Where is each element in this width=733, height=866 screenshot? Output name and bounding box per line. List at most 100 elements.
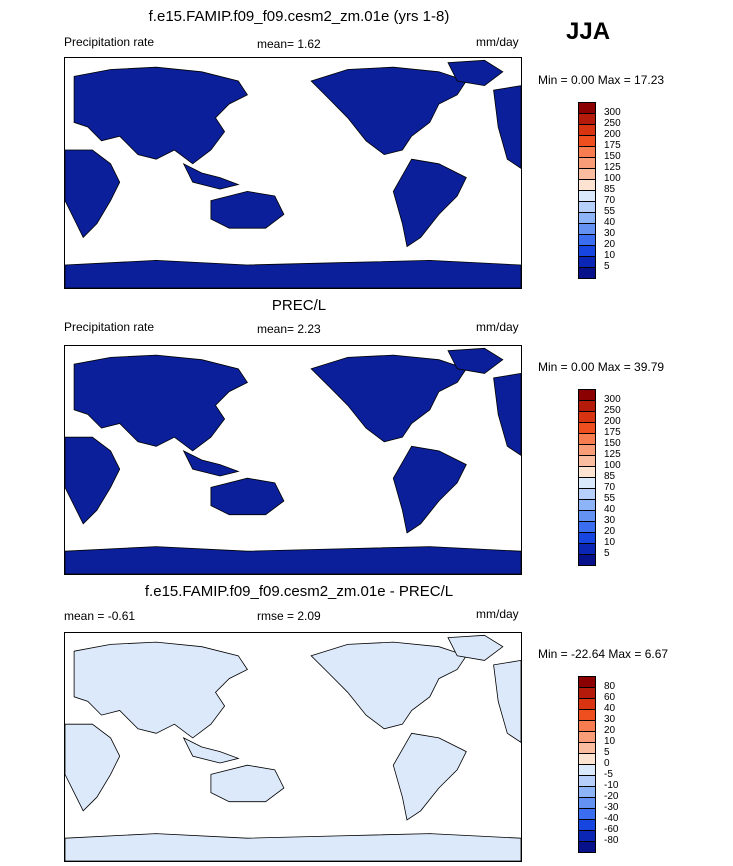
colorbar-tick-label: 5 — [604, 747, 610, 758]
colorbar-tick-label: 20 — [604, 239, 616, 250]
colorbar-tick-label: 10 — [604, 736, 616, 747]
panel3-units: mm/day — [476, 607, 519, 621]
land-region — [65, 833, 521, 861]
colorbar-tick-label: 200 — [604, 129, 621, 140]
land-region — [65, 546, 521, 574]
land-region — [493, 659, 521, 743]
colorbar-tick-label: 60 — [604, 692, 616, 703]
colorbar-tick-label: 80 — [604, 681, 616, 692]
colorbar-box — [578, 267, 596, 279]
colorbar-tick-label: 40 — [604, 217, 616, 228]
colorbar-tick-label: 300 — [604, 107, 621, 118]
colorbar-tick-label: 125 — [604, 162, 621, 173]
colorbar-tick-label: -5 — [604, 769, 613, 780]
land-region — [447, 59, 504, 87]
land-region — [310, 354, 467, 443]
panel3-land — [65, 634, 521, 861]
land-region — [493, 372, 521, 456]
land-region — [447, 347, 504, 374]
panel2-title: PREC/L — [271, 297, 327, 314]
land-region — [310, 66, 467, 156]
colorbar-tick-label: 55 — [604, 493, 616, 504]
panel1-mean: mean= 1.62 — [257, 37, 321, 51]
land-region — [65, 436, 121, 525]
colorbar-tick-label: 10 — [604, 250, 616, 261]
colorbar-tick-label: 85 — [604, 471, 616, 482]
land-region — [210, 764, 285, 803]
panel1-units: mm/day — [476, 35, 519, 49]
land-region — [73, 66, 248, 165]
colorbar-tick-label: 300 — [604, 394, 621, 405]
land-region — [392, 732, 467, 821]
panel3-title: f.e15.FAMIP.f09_f09.cesm2_zm.01e - PREC/… — [144, 583, 454, 600]
panel2-map — [64, 345, 522, 575]
panel1-map — [64, 57, 522, 289]
colorbar-tick-label: 20 — [604, 526, 616, 537]
colorbar-tick-label: 40 — [604, 703, 616, 714]
panel1-map-svg — [65, 59, 521, 288]
colorbar-tick-label: 70 — [604, 195, 616, 206]
colorbar-tick-label: 30 — [604, 228, 616, 239]
land-region — [182, 450, 240, 477]
land-region — [210, 190, 285, 229]
panel2-land — [65, 347, 521, 574]
colorbar-tick-label: 175 — [604, 427, 621, 438]
season-label: JJA — [566, 18, 611, 45]
colorbar-tick-label: 5 — [604, 261, 610, 272]
colorbar-tick-label: 55 — [604, 206, 616, 217]
panel2-map-svg — [65, 347, 521, 574]
panel1-title: f.e15.FAMIP.f09_f09.cesm2_zm.01e (yrs 1-… — [148, 8, 450, 25]
colorbar-tick-label: 70 — [604, 482, 616, 493]
panel1-minmax: Min = 0.00 Max = 17.23 — [538, 73, 665, 87]
colorbar-tick-label: 20 — [604, 725, 616, 736]
land-region — [65, 723, 121, 812]
panel1-land — [65, 59, 521, 288]
land-region — [65, 259, 521, 288]
land-region — [182, 162, 240, 190]
colorbar-tick-label: 150 — [604, 151, 621, 162]
land-region — [73, 354, 248, 452]
colorbar-box — [578, 841, 596, 853]
land-region — [210, 477, 285, 516]
panel2-variable-label: Precipitation rate — [64, 320, 155, 334]
colorbar-tick-label: 30 — [604, 515, 616, 526]
colorbar-tick-label: -30 — [604, 802, 619, 813]
panel1-variable-label: Precipitation rate — [64, 35, 155, 49]
land-region — [392, 445, 467, 534]
colorbar-box — [578, 554, 596, 566]
colorbar-tick-label: 200 — [604, 416, 621, 427]
panel2-units: mm/day — [476, 320, 519, 334]
land-region — [182, 737, 240, 764]
colorbar-tick-label: 100 — [604, 460, 621, 471]
land-region — [73, 641, 248, 739]
panel3-map-svg — [65, 634, 521, 861]
colorbar-tick-label: 125 — [604, 449, 621, 460]
colorbar-tick-label: -60 — [604, 824, 619, 835]
colorbar-tick-label: 10 — [604, 537, 616, 548]
colorbar-tick-label: -20 — [604, 791, 619, 802]
colorbar-tick-label: -10 — [604, 780, 619, 791]
colorbar-tick-label: 30 — [604, 714, 616, 725]
colorbar-tick-label: 250 — [604, 405, 621, 416]
colorbar-tick-label: 175 — [604, 140, 621, 151]
panel2-minmax: Min = 0.00 Max = 39.79 — [538, 360, 665, 374]
colorbar-tick-label: 5 — [604, 548, 610, 559]
panel3-rmse: rmse = 2.09 — [257, 609, 321, 623]
colorbar-tick-label: 250 — [604, 118, 621, 129]
land-region — [392, 158, 467, 248]
land-region — [493, 85, 521, 169]
colorbar-tick-label: -80 — [604, 835, 619, 846]
colorbar-tick-label: 40 — [604, 504, 616, 515]
panel3-map — [64, 632, 522, 862]
land-region — [447, 634, 504, 661]
panel2-mean: mean= 2.23 — [257, 322, 321, 336]
colorbar-tick-label: -40 — [604, 813, 619, 824]
panel3-mean: mean = -0.61 — [64, 609, 136, 623]
colorbar-tick-label: 85 — [604, 184, 616, 195]
colorbar-tick-label: 150 — [604, 438, 621, 449]
panel3-minmax: Min = -22.64 Max = 6.67 — [538, 647, 669, 661]
colorbar-tick-label: 0 — [604, 758, 610, 769]
colorbar-tick-label: 100 — [604, 173, 621, 184]
land-region — [65, 149, 121, 239]
land-region — [310, 641, 467, 730]
